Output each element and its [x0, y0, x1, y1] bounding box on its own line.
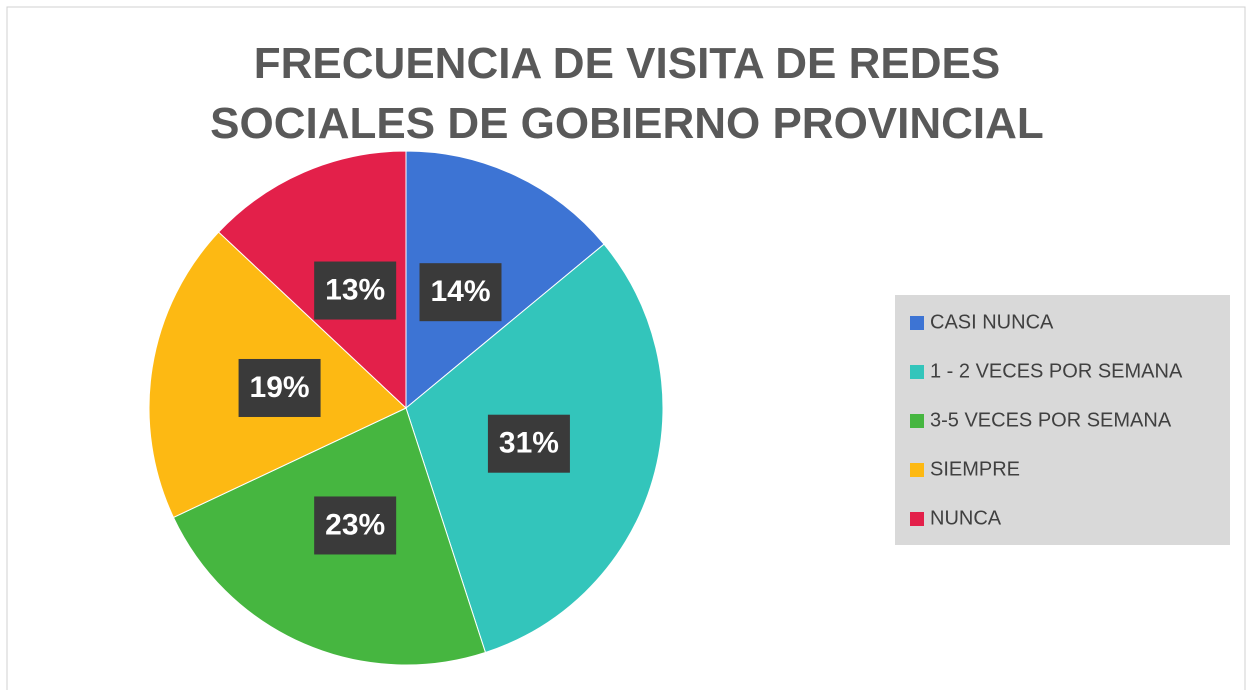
data-label-box — [238, 358, 321, 417]
pie-slice — [405, 150, 605, 410]
pie-slice — [217, 150, 407, 410]
legend-swatch — [910, 414, 924, 428]
data-label-box — [314, 496, 397, 555]
legend-swatch — [910, 512, 924, 526]
legend-label: SIEMPRE — [930, 458, 1020, 480]
chart-title: FRECUENCIA DE VISITA DE REDES SOCIALES D… — [210, 39, 1044, 148]
chart-border — [6, 6, 1246, 690]
data-label: 19% — [250, 371, 310, 404]
data-label: 13% — [325, 273, 385, 306]
data-label-box — [487, 414, 570, 473]
data-label-box — [419, 263, 502, 322]
legend-label: NUNCA — [930, 507, 1002, 529]
legend-box — [895, 295, 1230, 545]
data-label-box — [314, 261, 397, 320]
legend-label: CASI NUNCA — [930, 311, 1054, 333]
legend-label: 3-5 VECES POR SEMANA — [930, 409, 1172, 431]
data-label: 31% — [499, 427, 559, 460]
data-label: 23% — [325, 508, 385, 541]
legend-swatch — [910, 463, 924, 477]
legend-swatch — [910, 316, 924, 330]
legend-label: 1 - 2 VECES POR SEMANA — [930, 360, 1183, 382]
data-label: 14% — [430, 275, 490, 308]
legend-swatch — [910, 365, 924, 379]
